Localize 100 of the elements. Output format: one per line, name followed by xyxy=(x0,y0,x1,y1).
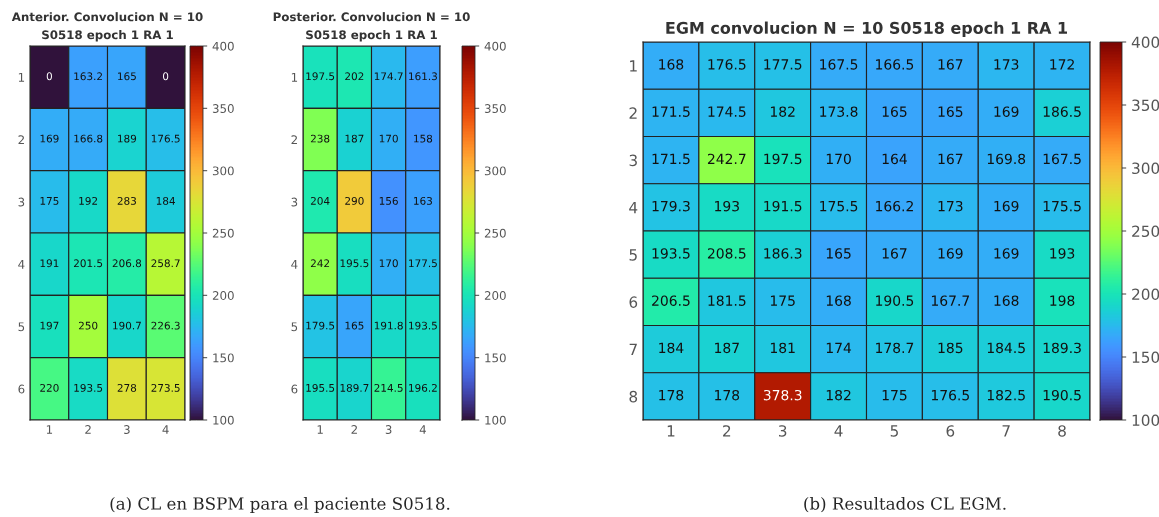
data-label: 175.5 xyxy=(820,201,858,212)
data-label: 206.5 xyxy=(652,295,690,306)
x-tick-label: 1 xyxy=(46,425,53,434)
color-bar-label: 100 xyxy=(1132,414,1159,427)
color-bar-label: 400 xyxy=(484,41,506,51)
data-label: 167.5 xyxy=(1043,153,1081,165)
data-label: 278 xyxy=(117,383,137,392)
color-bar-label: 250 xyxy=(212,228,234,238)
text: (b) Resultados CL EGM. xyxy=(804,496,1006,513)
x-tick-label: 5 xyxy=(890,425,898,437)
y-tick-label: 4 xyxy=(629,202,638,214)
data-label: 176.5 xyxy=(708,59,746,70)
data-label: 169 xyxy=(994,106,1019,117)
x-tick-label: 2 xyxy=(723,425,731,437)
data-label: 177.5 xyxy=(764,59,802,70)
y-tick-label: 3 xyxy=(291,197,298,207)
data-label: 166.5 xyxy=(876,59,914,70)
data-label: 169.8 xyxy=(987,153,1026,165)
y-tick-label: 5 xyxy=(291,322,298,332)
color-bar-label: 100 xyxy=(213,415,234,425)
data-label: 192 xyxy=(79,196,98,205)
data-label: 156 xyxy=(379,196,398,205)
color-bar-label: 200 xyxy=(1132,288,1159,301)
color-bar-label: 150 xyxy=(213,353,234,363)
data-label: 201.5 xyxy=(73,259,103,268)
chart-title: Posterior. Convolucion N = 10 xyxy=(273,12,470,22)
data-label: 173.8 xyxy=(820,106,858,117)
data-label: 177.5 xyxy=(409,259,437,268)
data-label: 173 xyxy=(938,200,963,212)
data-label: 226.3 xyxy=(151,321,180,330)
color-bar-label: 250 xyxy=(484,228,506,238)
data-label: 167 xyxy=(938,59,963,70)
color-bar-label: 400 xyxy=(212,41,234,51)
data-label: 174.7 xyxy=(374,72,403,81)
data-label: 181.5 xyxy=(708,295,746,306)
data-label: 169 xyxy=(994,248,1019,259)
data-label: 0 xyxy=(46,72,52,81)
data-label: 166.8 xyxy=(74,134,103,143)
x-tick-label: 2 xyxy=(351,425,357,434)
data-label: 165 xyxy=(345,321,364,330)
color-bar-label: 350 xyxy=(212,104,234,113)
chart-title: Anterior. Convolucion N = 10 xyxy=(11,12,203,22)
data-label: 208.5 xyxy=(707,248,746,259)
data-label: 167.5 xyxy=(820,59,858,70)
y-tick-label: 4 xyxy=(291,260,298,269)
data-label: 193 xyxy=(1050,248,1075,259)
data-label: 169 xyxy=(40,134,59,143)
data-label: 173 xyxy=(994,59,1019,70)
x-tick-label: 3 xyxy=(124,425,130,434)
data-label: 190.5 xyxy=(1043,389,1081,401)
data-label: 168 xyxy=(826,295,851,306)
data-label: 178 xyxy=(715,389,740,401)
data-label: 171.5 xyxy=(652,153,690,165)
data-label: 198 xyxy=(1050,295,1075,306)
data-label: 197 xyxy=(40,321,59,330)
data-label: 197.5 xyxy=(764,153,802,165)
data-label: 184.5 xyxy=(987,342,1025,354)
color-bar-label: 100 xyxy=(485,415,506,425)
data-label: 184 xyxy=(659,342,684,354)
data-label: 175 xyxy=(40,197,59,205)
y-tick-label: 2 xyxy=(629,107,637,119)
data-label: 191.5 xyxy=(764,200,802,212)
data-label: 174 xyxy=(826,342,852,353)
data-label: 184 xyxy=(156,196,175,205)
data-label: 186.3 xyxy=(764,248,802,259)
text: (a) CL en BSPM para el paciente S0518. xyxy=(110,496,450,514)
data-label: 214.5 xyxy=(374,383,403,392)
data-label: 190.5 xyxy=(876,295,914,306)
data-label: 187 xyxy=(345,134,364,143)
data-label: 273.5 xyxy=(151,383,180,392)
data-label: 193.5 xyxy=(652,248,690,259)
data-label: 185 xyxy=(938,342,963,354)
data-label: 193.5 xyxy=(74,383,103,392)
data-label: 193 xyxy=(715,200,739,212)
data-label: 167 xyxy=(882,248,907,259)
color-bar-label: 150 xyxy=(1132,351,1159,364)
data-label: 179.5 xyxy=(306,321,335,330)
data-label: 202 xyxy=(345,72,364,81)
y-tick-label: 6 xyxy=(18,384,25,394)
data-label: 283 xyxy=(117,196,136,205)
data-label: 170 xyxy=(379,134,398,143)
data-label: 186.5 xyxy=(1043,106,1081,117)
data-label: 174.5 xyxy=(708,106,746,117)
y-tick-label: 7 xyxy=(629,343,637,355)
color-bar-label: 150 xyxy=(485,353,506,363)
x-tick-label: 2 xyxy=(85,425,91,434)
y-tick-label: 1 xyxy=(291,73,298,82)
y-tick-label: 3 xyxy=(629,154,637,167)
color-bar-label: 350 xyxy=(484,104,506,113)
data-label: 164 xyxy=(882,153,907,165)
chart-title: EGM convolucion N = 10 S0518 epoch 1 RA 1 xyxy=(666,21,1067,37)
y-tick-label: 1 xyxy=(18,73,25,82)
x-tick-label: 6 xyxy=(946,425,955,437)
data-label: 242.7 xyxy=(707,153,746,164)
x-tick-label: 8 xyxy=(1058,425,1066,437)
y-tick-label: 2 xyxy=(291,135,297,144)
x-tick-label: 3 xyxy=(385,425,392,434)
data-label: 165 xyxy=(826,248,851,259)
chart-subtitle: S0518 epoch 1 RA 1 xyxy=(42,30,173,42)
data-label: 182 xyxy=(770,106,795,117)
